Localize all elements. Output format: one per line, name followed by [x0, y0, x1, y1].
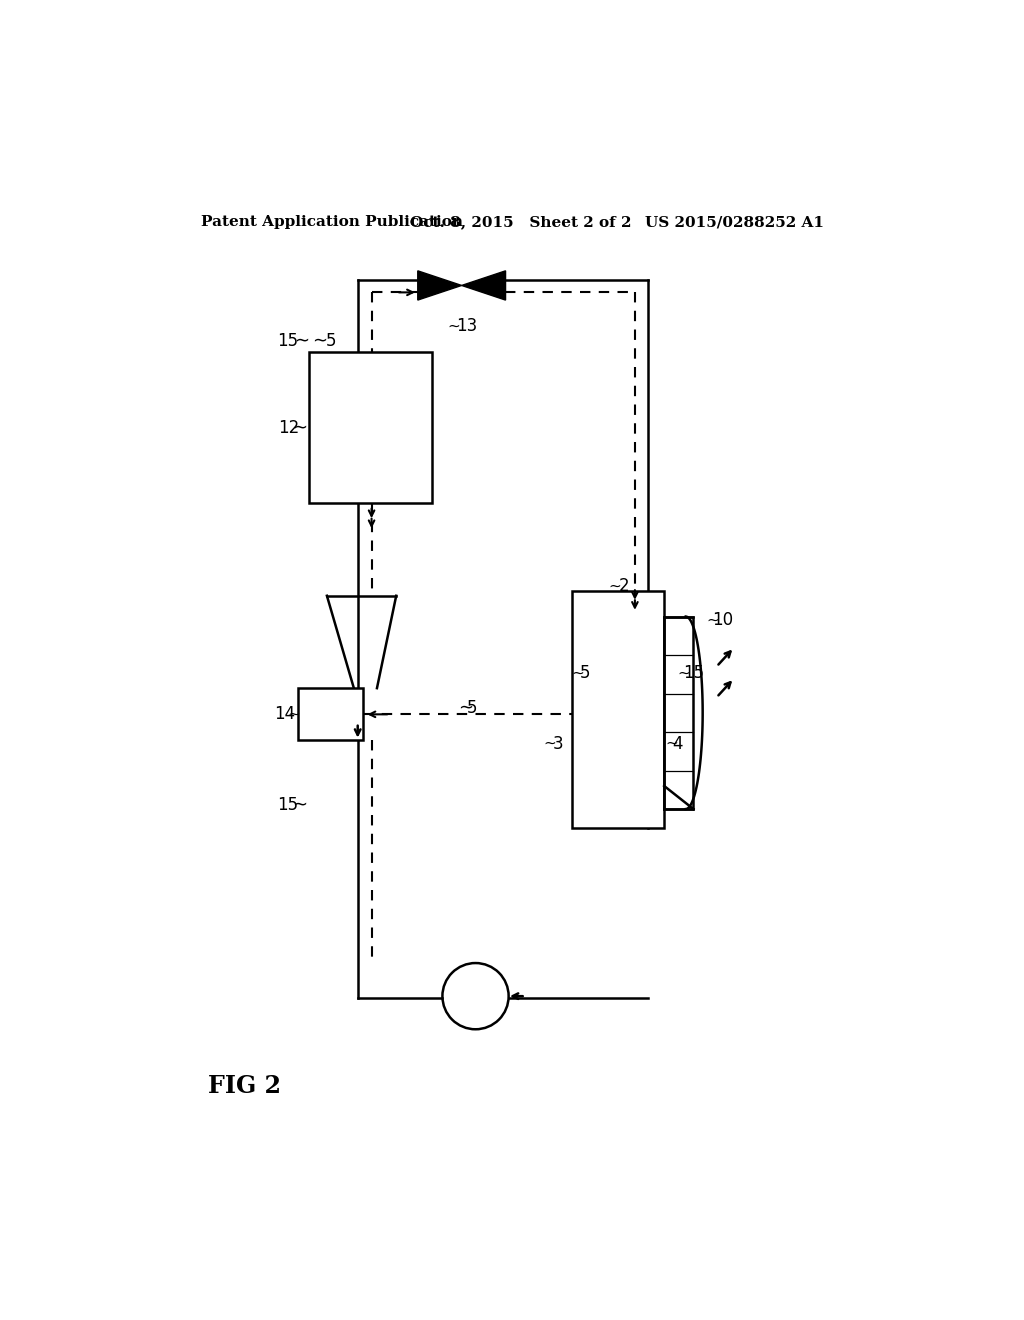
Text: ∼: ∼ [312, 331, 328, 350]
Text: 13: 13 [457, 317, 477, 335]
Text: ∼: ∼ [666, 737, 679, 751]
Bar [665, 616, 693, 809]
Text: ∼: ∼ [544, 737, 556, 751]
Text: US 2015/0288252 A1: US 2015/0288252 A1 [645, 215, 824, 230]
Text: ∼: ∼ [571, 665, 585, 680]
Polygon shape [418, 271, 462, 300]
Text: ∼: ∼ [292, 796, 307, 814]
Text: 5: 5 [467, 700, 477, 717]
Text: 5: 5 [580, 664, 590, 681]
Text: ∼: ∼ [458, 700, 473, 717]
Text: 2: 2 [618, 577, 630, 595]
Text: 14: 14 [273, 705, 295, 723]
Text: ∼: ∼ [677, 665, 690, 680]
Text: 5: 5 [326, 331, 336, 350]
Text: 10: 10 [712, 611, 733, 630]
Text: 4: 4 [673, 735, 683, 752]
Text: ∼: ∼ [292, 418, 307, 437]
Text: ∼: ∼ [707, 612, 719, 628]
Bar [298, 688, 364, 739]
Polygon shape [462, 271, 506, 300]
Text: ∼: ∼ [288, 706, 300, 722]
Text: ∼: ∼ [447, 318, 461, 334]
Text: 15: 15 [276, 796, 298, 814]
Text: 15: 15 [683, 664, 705, 681]
Text: Patent Application Publication: Patent Application Publication [202, 215, 464, 230]
Bar [571, 591, 665, 829]
Text: 3: 3 [553, 735, 563, 752]
Text: Oct. 8, 2015   Sheet 2 of 2: Oct. 8, 2015 Sheet 2 of 2 [410, 215, 632, 230]
Text: ∼: ∼ [294, 331, 309, 350]
Bar [309, 352, 432, 503]
Text: FIG 2: FIG 2 [208, 1074, 281, 1098]
Text: 15: 15 [276, 331, 298, 350]
Text: ∼: ∼ [608, 578, 621, 593]
Text: 12: 12 [279, 418, 300, 437]
